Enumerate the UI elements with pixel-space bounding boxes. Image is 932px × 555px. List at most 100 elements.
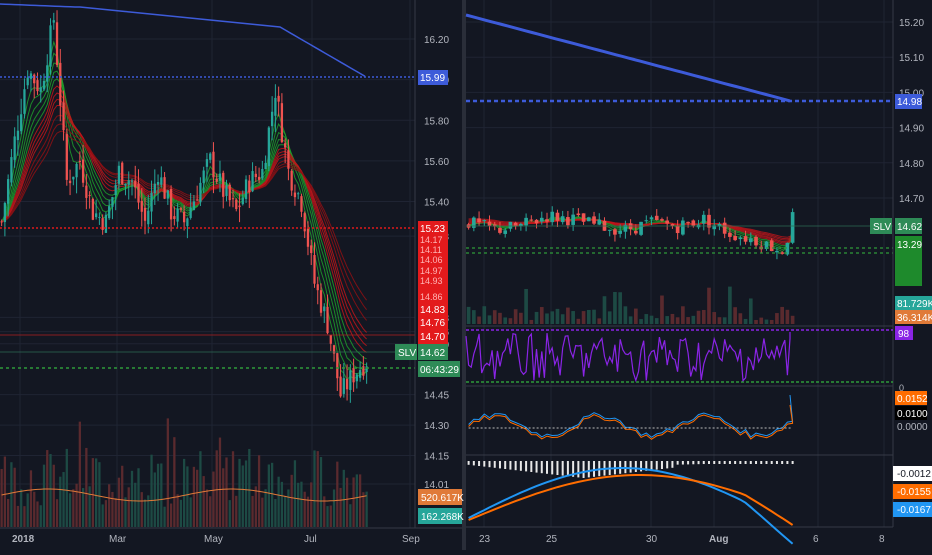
left-candle-body — [75, 163, 78, 178]
left-volume-bar — [114, 498, 117, 527]
macd-hist-bar — [645, 461, 648, 471]
right-candle-body — [576, 213, 581, 216]
left-volume-bar — [52, 464, 55, 527]
left-candle-body — [192, 201, 196, 210]
left-volume-bar — [85, 447, 88, 527]
left-time-tick: Mar — [109, 534, 127, 545]
macd-hist-bar — [483, 461, 486, 467]
left-volume-bar — [254, 486, 257, 527]
right-candle-body — [623, 224, 628, 232]
left-candle-body — [231, 198, 235, 200]
left-volume-bar — [62, 472, 65, 527]
right-volume-bar — [550, 311, 555, 324]
left-candle-body — [29, 73, 33, 79]
pane-divider[interactable] — [462, 0, 466, 550]
left-volume-bar — [75, 483, 78, 527]
left-volume-bar — [55, 499, 59, 527]
right-volume-bar — [764, 319, 769, 324]
left-volume-bar — [241, 465, 244, 527]
left-volume-bar — [316, 451, 319, 527]
right-volume-bar — [571, 311, 575, 324]
left-candle-body — [150, 192, 153, 212]
left-candle-body — [130, 180, 134, 182]
right-volume-bar — [513, 309, 518, 324]
left-volume-bar — [160, 463, 163, 527]
left-chart-pane[interactable]: 16.2016.0015.8015.6015.4015.2314.8314.76… — [0, 0, 464, 545]
right-candle-body — [686, 221, 690, 223]
right-ticker-text: SLV — [873, 222, 891, 233]
left-volume-bar — [179, 499, 183, 527]
left-volume-bar — [124, 497, 127, 527]
macd-signal-line — [468, 474, 794, 526]
left-volume-bar — [329, 505, 332, 527]
macd-hist-bar — [556, 461, 559, 475]
right-volume-bar — [665, 316, 670, 324]
left-volume-bar — [134, 482, 137, 527]
left-time-axis[interactable]: 2018 Mar May Jul Sep — [12, 534, 420, 545]
right-volume-bar — [498, 312, 502, 324]
right-candle-body — [592, 216, 596, 224]
right-volume-bar — [670, 313, 675, 324]
left-volume-bar — [137, 468, 140, 527]
left-candle-body — [179, 208, 183, 210]
right-candle-body — [639, 221, 643, 235]
left-volume-bar — [248, 448, 251, 527]
left-volume-bar — [222, 468, 225, 527]
vol-avg-badge — [418, 489, 462, 505]
left-candle-body — [342, 378, 345, 394]
right-price-axis[interactable]: 15.20 15.10 15.00 14.90 14.80 14.70 — [899, 18, 924, 205]
left-volume-bar — [65, 448, 68, 527]
right-price-tick: 15.10 — [899, 53, 924, 64]
right-volume-bar — [492, 310, 497, 324]
left-candle-body — [7, 179, 10, 204]
right-candle-body — [733, 235, 737, 241]
right-volume-bar — [634, 308, 638, 324]
macd-hist-bar — [770, 461, 773, 464]
macd-hist-bar — [781, 461, 784, 464]
left-candle-body — [36, 80, 39, 92]
right-candle-body — [524, 217, 528, 226]
left-candle-body — [163, 177, 166, 199]
left-candle-body — [352, 367, 355, 383]
macd-hist-bar — [765, 461, 768, 464]
left-candle-body — [267, 127, 271, 167]
macd-line — [468, 467, 794, 545]
left-candle-body — [10, 157, 13, 183]
left-ribbon-line — [1, 85, 367, 353]
right-time-axis[interactable]: 23 25 30 Aug 6 8 — [479, 534, 885, 545]
left-candle-body — [199, 182, 202, 203]
right-volume-bar — [597, 318, 602, 324]
right-volume-bar — [602, 296, 607, 324]
left-candle-body — [284, 143, 287, 148]
osc-value-1: 0.0152 — [897, 394, 928, 405]
right-candle-body — [717, 224, 722, 227]
right-grid — [466, 0, 893, 527]
vol-avg-text: 520.617K — [421, 493, 464, 504]
right-chart-pane[interactable]: 15.20 15.10 15.00 14.90 14.80 14.70 23 25 30 Aug… — [465, 0, 932, 545]
left-candle-body — [81, 159, 85, 183]
right-volume-bars — [466, 286, 795, 324]
rsi-badge — [895, 326, 913, 340]
left-volume-bar — [261, 497, 264, 527]
left-volume-bar — [205, 489, 209, 527]
red-stack-faint-3: 14.06 — [420, 255, 443, 265]
countdown-badge — [418, 361, 460, 377]
left-candle-body — [339, 376, 342, 397]
right-volume-bar — [566, 307, 570, 324]
left-candle-body — [254, 173, 257, 178]
left-candle-body — [121, 162, 124, 184]
macd-hist-bar — [593, 461, 596, 477]
left-volume-bar — [189, 497, 192, 527]
left-candle-body — [59, 62, 62, 106]
right-candle-body — [644, 220, 649, 222]
left-volume-bar — [121, 465, 124, 527]
right-candle-body — [764, 241, 769, 249]
macd-hist-bar — [760, 461, 763, 464]
osc-badge-2 — [895, 406, 927, 420]
right-candle-body — [508, 221, 513, 229]
macd-hist-bar — [577, 461, 580, 478]
left-candle-body — [290, 170, 293, 191]
macd-hist-badge — [893, 466, 932, 481]
left-candle-body — [173, 216, 176, 220]
left-volume-bar — [104, 500, 108, 527]
